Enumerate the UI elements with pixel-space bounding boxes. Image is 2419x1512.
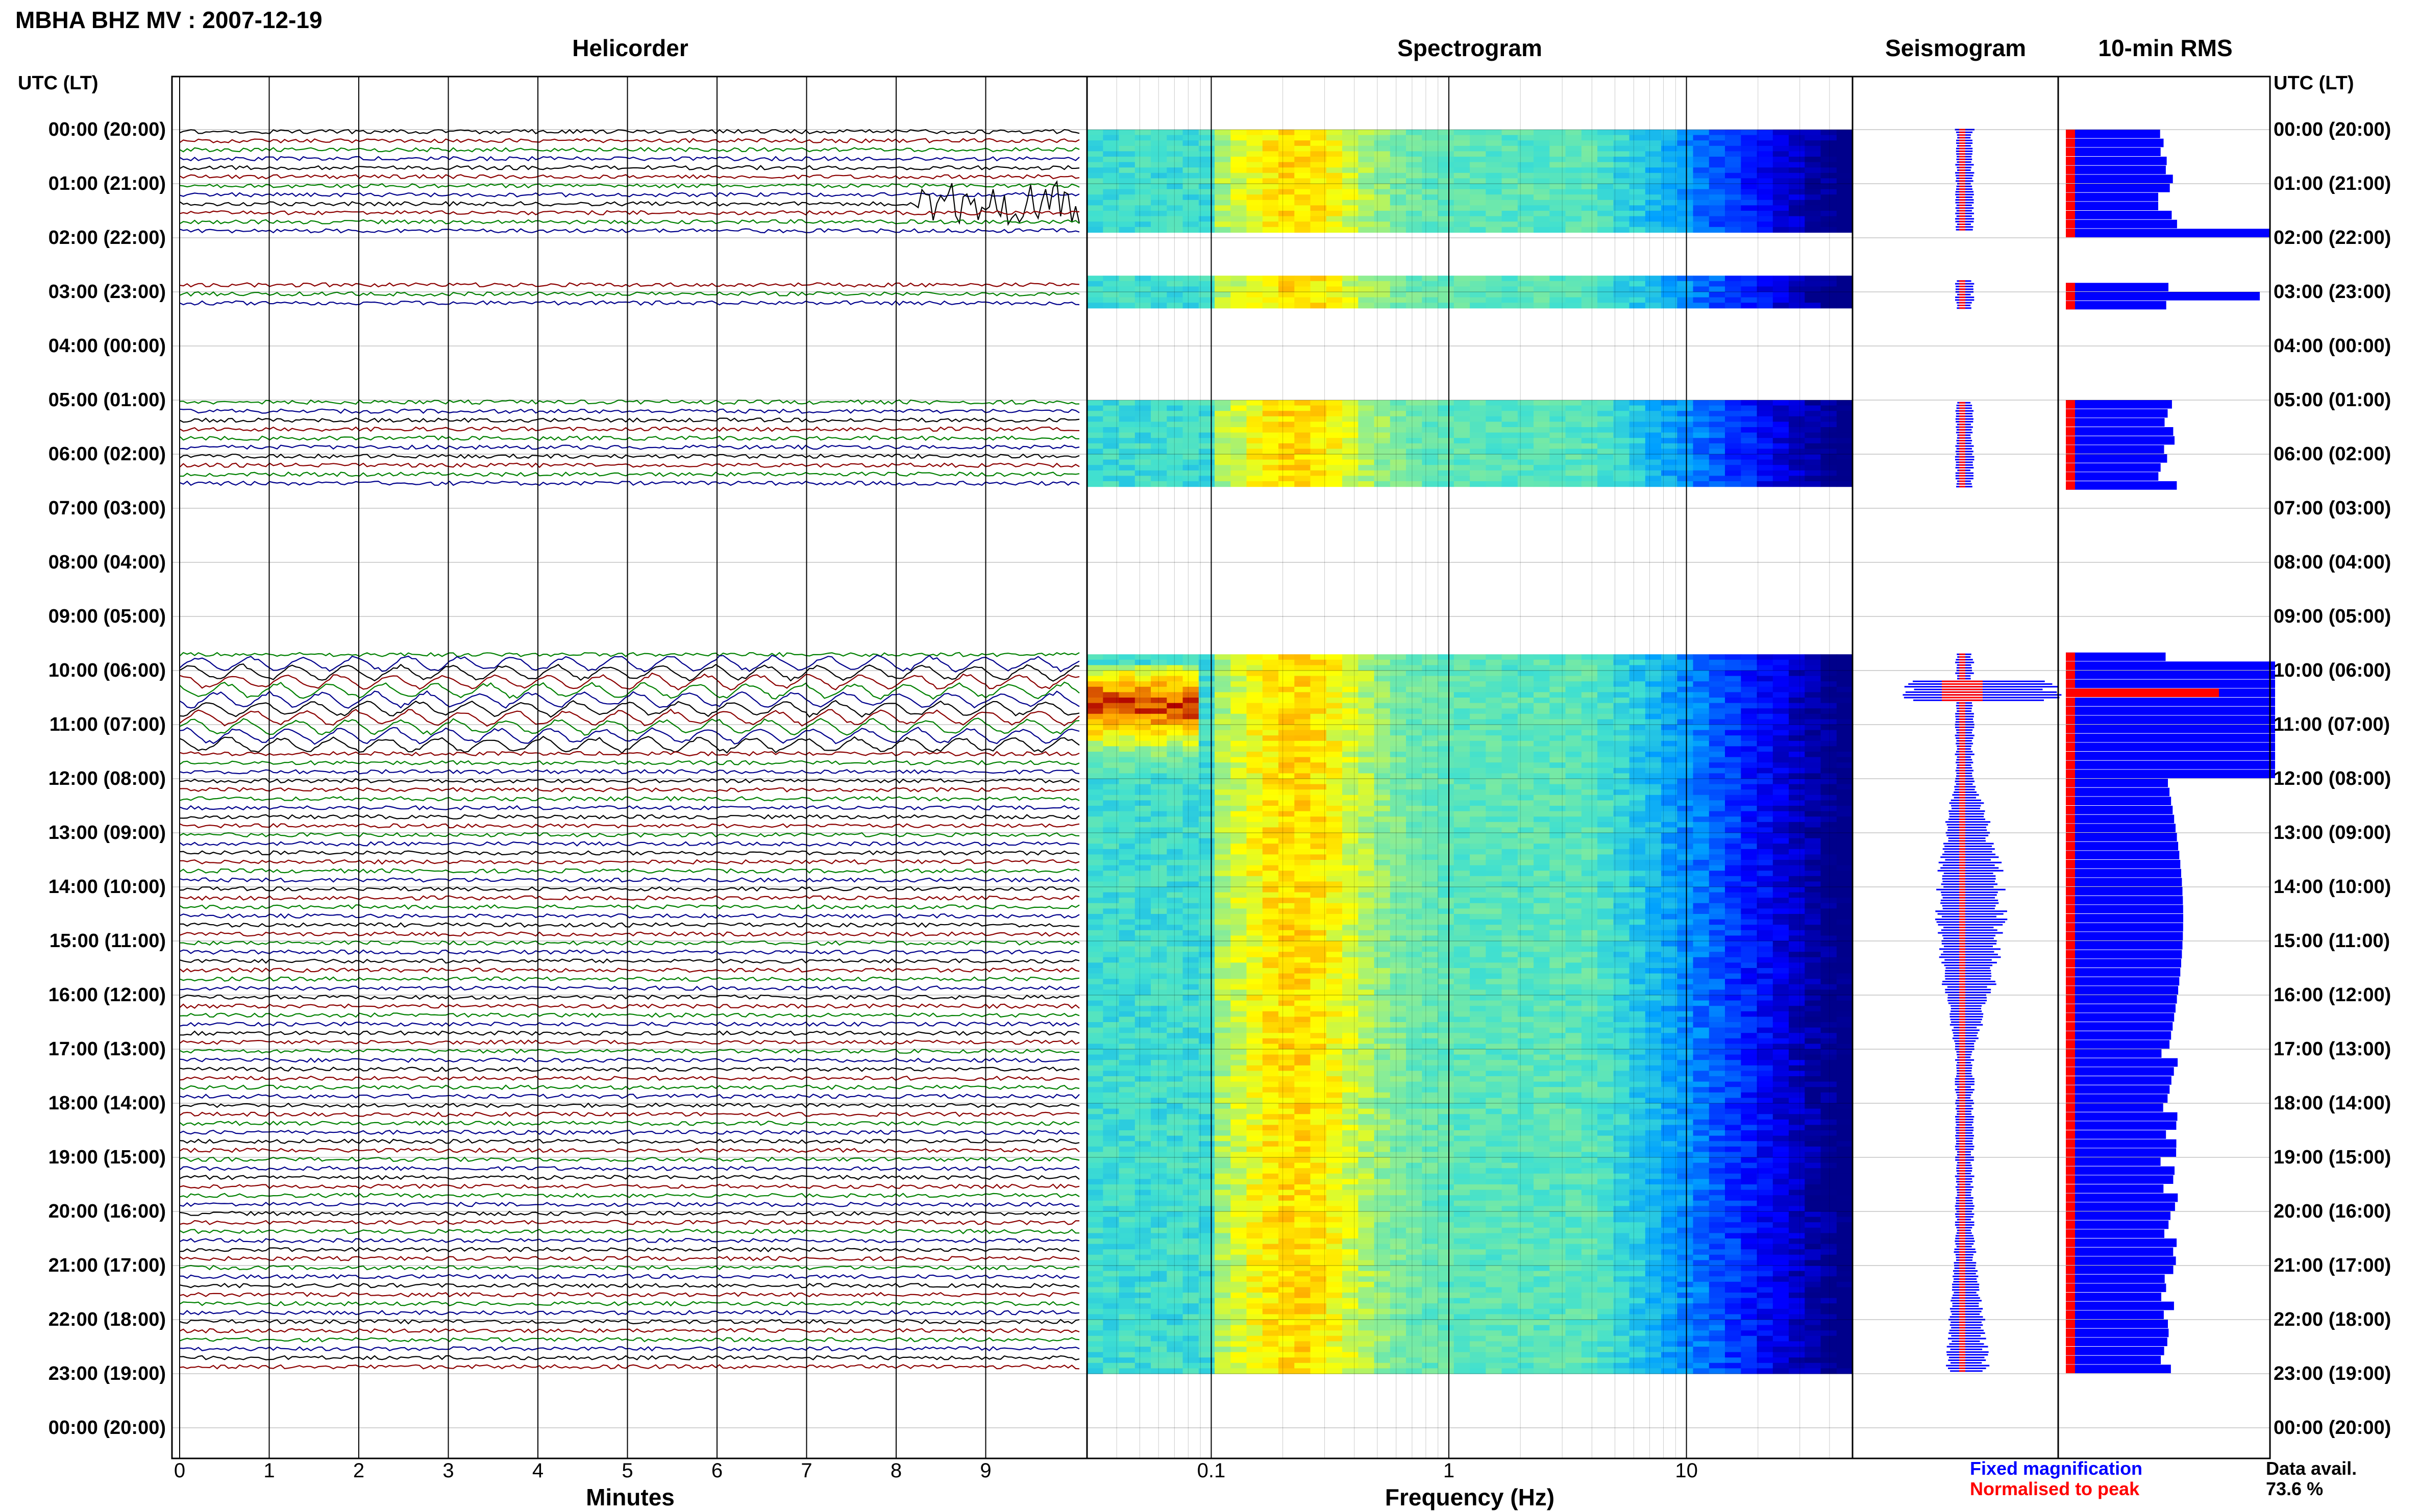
time-label-right: 00:00 (20:00) [2274, 119, 2391, 140]
time-label-right: 19:00 (15:00) [2274, 1147, 2391, 1168]
minute-tick-label: 0 [174, 1459, 185, 1482]
data-avail-value: 73.6 % [2266, 1478, 2323, 1499]
time-label-left: 18:00 (14:00) [48, 1093, 166, 1114]
time-label-right: 16:00 (12:00) [2274, 984, 2391, 1006]
legend-normalised-to-peak: Normalised to peak [1970, 1478, 2140, 1499]
time-label-right: 15:00 (11:00) [2274, 930, 2390, 952]
spectrogram-title: Spectrogram [1397, 35, 1542, 61]
time-label-left: 01:00 (21:00) [48, 173, 166, 194]
frequency-tick-label: 10 [1675, 1459, 1698, 1482]
time-label-left: 15:00 (11:00) [50, 930, 166, 952]
time-label-right: 07:00 (03:00) [2274, 498, 2391, 519]
panel-frames [171, 76, 2271, 1459]
spectrogram-xlabel: Frequency (Hz) [1385, 1484, 1554, 1510]
rms-panel-frame [2057, 76, 2271, 1459]
time-label-right: 17:00 (13:00) [2274, 1038, 2391, 1060]
time-label-right: 11:00 (07:00) [2274, 714, 2390, 735]
minute-tick-label: 4 [532, 1459, 544, 1482]
time-label-left: 00:00 (20:00) [48, 1417, 166, 1439]
time-label-left: 06:00 (02:00) [48, 443, 166, 465]
time-label-left: 07:00 (03:00) [48, 498, 166, 519]
minute-tick-label: 3 [442, 1459, 454, 1482]
time-label-left: 16:00 (12:00) [48, 984, 166, 1006]
utc-axis-label-left: UTC (LT) [18, 72, 98, 94]
frequency-tick-label: 1 [1443, 1459, 1454, 1482]
time-label-left: 03:00 (23:00) [48, 281, 166, 303]
time-label-left: 02:00 (22:00) [48, 227, 166, 249]
helicorder-xlabel: Minutes [586, 1484, 675, 1510]
axis-ticks: 00:00 (20:00) 00:00 (20:00) 01:00 (21:00) 0… [48, 119, 2391, 1482]
spectrogram-image [1087, 130, 1853, 1374]
time-label-left: 09:00 (05:00) [48, 606, 166, 627]
rms-bars [2066, 130, 2275, 1373]
time-label-left: 05:00 (01:00) [48, 389, 166, 411]
station-title: MBHA BHZ MV : 2007-12-19 [15, 7, 323, 33]
time-label-left: 23:00 (19:00) [48, 1363, 166, 1384]
time-label-left: 14:00 (10:00) [48, 876, 166, 898]
time-label-left: 11:00 (07:00) [50, 714, 166, 735]
time-label-left: 22:00 (18:00) [48, 1309, 166, 1330]
time-label-left: 10:00 (06:00) [48, 660, 166, 681]
time-label-left: 17:00 (13:00) [48, 1038, 166, 1060]
time-label-right: 13:00 (09:00) [2274, 822, 2391, 844]
time-label-right: 22:00 (18:00) [2274, 1309, 2391, 1330]
seismogram-title: Seismogram [1885, 35, 2026, 61]
seismogram-profile [1903, 129, 2062, 1372]
legend-fixed-magnification: Fixed magnification [1970, 1458, 2142, 1479]
time-label-left: 21:00 (17:00) [48, 1255, 166, 1276]
time-label-left: 12:00 (08:00) [48, 768, 166, 789]
time-label-right: 09:00 (05:00) [2274, 606, 2391, 627]
time-label-right: 23:00 (19:00) [2274, 1363, 2391, 1384]
time-label-left: 19:00 (15:00) [48, 1147, 166, 1168]
time-label-left: 04:00 (00:00) [48, 335, 166, 357]
utc-axis-label-right: UTC (LT) [2274, 72, 2354, 94]
time-label-right: 06:00 (02:00) [2274, 443, 2391, 465]
time-label-right: 14:00 (10:00) [2274, 876, 2391, 898]
time-label-right: 08:00 (04:00) [2274, 552, 2391, 573]
minute-tick-label: 5 [622, 1459, 633, 1482]
minute-tick-label: 1 [263, 1459, 275, 1482]
time-label-right: 04:00 (00:00) [2274, 335, 2391, 357]
time-label-right: 18:00 (14:00) [2274, 1093, 2391, 1114]
time-label-right: 20:00 (16:00) [2274, 1201, 2391, 1222]
time-label-right: 00:00 (20:00) [2274, 1417, 2391, 1439]
time-label-right: 01:00 (21:00) [2274, 173, 2391, 194]
time-label-right: 21:00 (17:00) [2274, 1255, 2391, 1276]
frequency-tick-label: 0.1 [1197, 1459, 1226, 1482]
time-label-right: 12:00 (08:00) [2274, 768, 2391, 789]
minute-tick-label: 7 [801, 1459, 812, 1482]
time-label-right: 02:00 (22:00) [2274, 227, 2391, 249]
grid-lines [172, 77, 2270, 1458]
minute-tick-label: 2 [353, 1459, 364, 1482]
helicorder-traces [179, 129, 1080, 1370]
minute-tick-label: 6 [711, 1459, 723, 1482]
rms-title: 10-min RMS [2098, 35, 2232, 61]
time-label-left: 13:00 (09:00) [48, 822, 166, 844]
helicorder-title: Helicorder [572, 35, 688, 61]
time-label-left: 08:00 (04:00) [48, 552, 166, 573]
time-label-left: 20:00 (16:00) [48, 1201, 166, 1222]
time-label-right: 05:00 (01:00) [2274, 389, 2391, 411]
time-label-right: 10:00 (06:00) [2274, 660, 2391, 681]
time-label-right: 03:00 (23:00) [2274, 281, 2391, 303]
time-label-left: 00:00 (20:00) [48, 119, 166, 140]
minute-tick-label: 8 [891, 1459, 902, 1482]
minute-tick-label: 9 [980, 1459, 991, 1482]
data-avail-label: Data avail. [2266, 1458, 2357, 1479]
